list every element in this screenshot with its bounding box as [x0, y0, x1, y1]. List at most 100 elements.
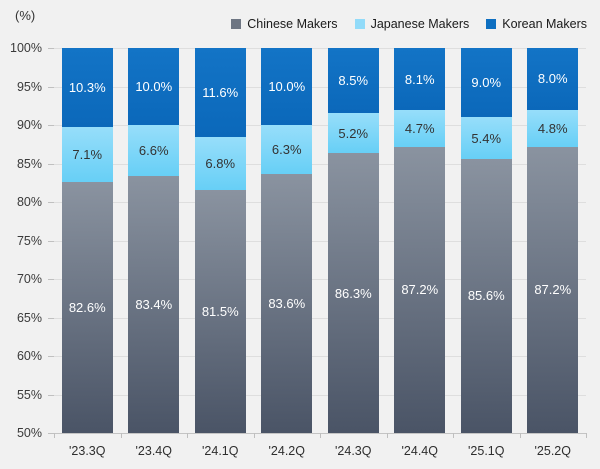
x-tick-label: '24.1Q	[202, 444, 239, 458]
gridline	[54, 279, 586, 280]
y-axis-tick	[48, 163, 54, 165]
y-tick-label: 70%	[16, 272, 42, 286]
x-axis-tick	[386, 433, 388, 438]
x-axis-tick	[320, 433, 321, 438]
gridline	[54, 86, 586, 88]
gridline	[54, 394, 586, 396]
segment-value-label: 4.8%	[537, 120, 568, 136]
chinese-makers-swatch-icon	[231, 19, 242, 29]
x-tick-label: '25.2Q	[534, 444, 571, 458]
x-tick-label: '24.3Q	[335, 444, 372, 458]
x-tick-label: '24.2Q	[268, 444, 305, 458]
bar-group: 10.0% 6.6% 83.4%	[128, 48, 180, 433]
y-axis-tick	[48, 240, 54, 242]
y-tick-label: 100%	[10, 41, 42, 55]
legend-item-chinese: Chinese Makers	[231, 17, 338, 31]
segment-value-label: 87.2%	[401, 282, 439, 298]
segment-value-label: 5.2%	[338, 125, 369, 141]
x-tick-label: '23.4Q	[135, 444, 172, 458]
y-tick-label: 85%	[16, 156, 42, 171]
bar-group: 10.0% 6.3% 83.6%	[261, 48, 313, 433]
segment-chinese-makers: 87.2%	[394, 146, 446, 433]
legend: Chinese Makers Japanese Makers Korean Ma…	[231, 17, 587, 31]
x-axis-tick	[253, 433, 255, 438]
segment-japanese-makers: 4.8%	[527, 109, 579, 147]
segment-chinese-makers: 83.6%	[261, 173, 313, 433]
y-axis-tick	[48, 279, 54, 280]
segment-value-label: 10.0%	[268, 79, 306, 94]
y-tick-label: 80%	[16, 195, 42, 209]
segment-value-label: 6.8%	[205, 155, 236, 171]
y-tick-label: 65%	[16, 310, 42, 325]
y-axis-tick	[48, 202, 54, 203]
segment-chinese-makers: 86.3%	[327, 153, 379, 433]
gridline	[54, 202, 586, 203]
legend-item-japanese: Japanese Makers	[354, 17, 470, 31]
bar-group: 9.0% 5.4% 85.6%	[460, 48, 512, 433]
segment-chinese-makers: 81.5%	[194, 189, 246, 433]
bar-group: 8.0% 4.8% 87.2%	[527, 48, 579, 433]
segment-value-label: 6.6%	[138, 142, 169, 158]
segment-value-label: 4.7%	[404, 120, 435, 136]
segment-korean-makers: 9.0%	[460, 48, 512, 118]
segment-value-label: 87.2%	[534, 282, 572, 298]
segment-value-label: 8.1%	[404, 71, 435, 87]
y-axis-tick	[48, 125, 54, 126]
gridline	[54, 125, 586, 126]
legend-label-japanese: Japanese Makers	[370, 17, 470, 31]
segment-japanese-makers: 4.7%	[394, 110, 446, 147]
y-axis-tick	[48, 394, 54, 396]
x-axis-tick	[519, 433, 521, 438]
segment-korean-makers: 10.3%	[61, 48, 113, 128]
segment-japanese-makers: 7.1%	[61, 127, 113, 182]
bar-group: 8.5% 5.2% 86.3%	[327, 48, 379, 433]
x-axis-tick	[187, 433, 188, 438]
segment-value-label: 83.6%	[268, 295, 306, 311]
y-axis-tick	[48, 317, 54, 319]
segment-japanese-makers: 5.4%	[460, 117, 512, 159]
legend-label-korean: Korean Makers	[502, 17, 587, 31]
japanese-makers-swatch-icon	[354, 19, 365, 29]
segment-value-label: 10.0%	[135, 79, 173, 94]
segment-korean-makers: 11.6%	[194, 48, 246, 138]
legend-item-korean: Korean Makers	[486, 17, 587, 31]
segment-chinese-makers: 82.6%	[61, 181, 113, 433]
segment-chinese-makers: 85.6%	[460, 158, 512, 433]
segment-value-label: 8.5%	[338, 73, 369, 89]
x-axis-tick	[54, 433, 55, 438]
bar-group: 8.1% 4.7% 87.2%	[394, 48, 446, 433]
y-axis-tick	[48, 48, 54, 49]
segment-japanese-makers: 6.3%	[261, 125, 313, 174]
y-axis: 100% 95% 90% 85% 80% 75% 70% 65% 60% 55% 50%	[0, 41, 48, 440]
gridline	[54, 163, 586, 165]
segment-value-label: 86.3%	[334, 285, 372, 301]
x-tick-label: '24.4Q	[401, 444, 438, 458]
gridline	[54, 48, 586, 49]
x-axis-tick	[586, 433, 587, 438]
x-tick-label: '23.3Q	[69, 444, 106, 458]
x-axis-tick	[453, 433, 454, 438]
segment-value-label: 85.6%	[467, 288, 505, 304]
x-tick-label: '25.1Q	[468, 444, 505, 458]
segment-chinese-makers: 83.4%	[128, 175, 180, 433]
y-tick-label: 60%	[16, 349, 42, 363]
segment-japanese-makers: 6.8%	[194, 137, 246, 190]
segment-value-label: 9.0%	[471, 75, 502, 91]
y-axis-unit-label: (%)	[15, 8, 36, 23]
y-tick-label: 75%	[16, 233, 42, 248]
bar-group: 11.6% 6.8% 81.5%	[194, 48, 246, 433]
segment-chinese-makers: 87.2%	[527, 146, 579, 433]
gridline	[54, 240, 586, 242]
segment-korean-makers: 10.0%	[128, 48, 180, 125]
segment-value-label: 6.3%	[271, 141, 302, 157]
y-tick-label: 50%	[16, 426, 42, 440]
segment-korean-makers: 8.5%	[327, 48, 379, 114]
segment-korean-makers: 10.0%	[261, 48, 313, 125]
korean-makers-swatch-icon	[486, 19, 497, 29]
segment-value-label: 10.3%	[68, 80, 106, 96]
segment-value-label: 5.4%	[471, 130, 502, 146]
y-tick-label: 55%	[16, 387, 42, 402]
y-axis-tick	[48, 86, 54, 88]
y-tick-label: 90%	[16, 118, 42, 132]
